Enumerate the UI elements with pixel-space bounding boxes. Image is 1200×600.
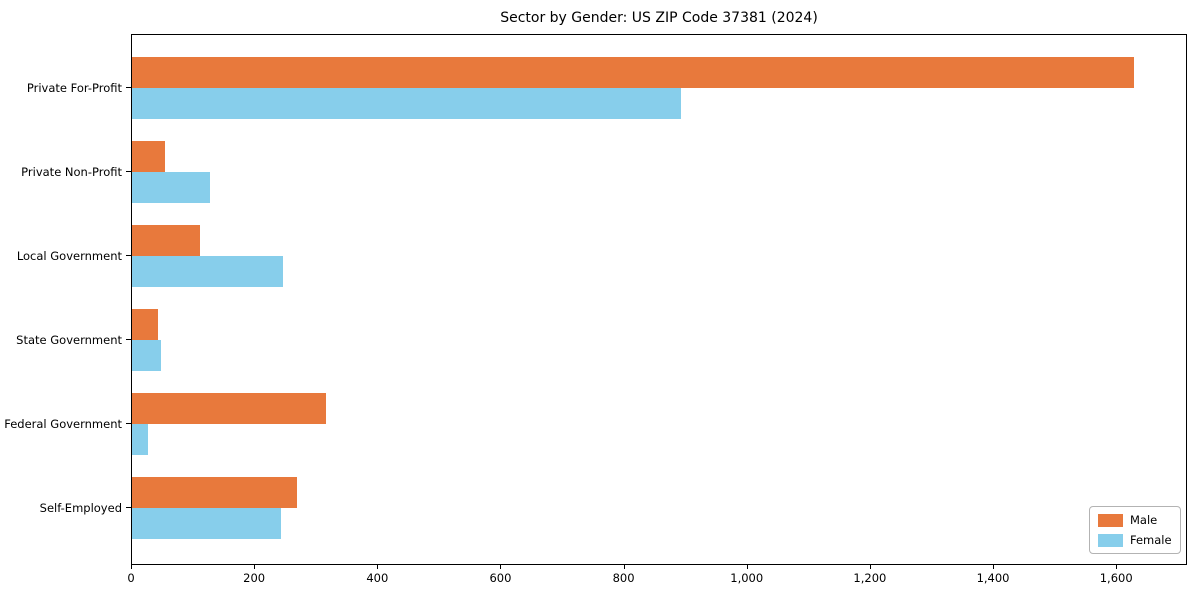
x-tick-label-800: 800 xyxy=(612,571,635,585)
bar-female-private-non-profit xyxy=(132,172,211,203)
plot-area xyxy=(131,34,1187,565)
legend-swatch-female xyxy=(1098,533,1123,547)
x-tick-mark xyxy=(131,565,132,569)
x-tick-label-200: 200 xyxy=(243,571,266,585)
y-tick-mark xyxy=(126,171,131,172)
y-tick-mark xyxy=(126,423,131,424)
x-axis: 0 200 400 600 800 1,000 1,200 1,400 1,600 xyxy=(127,565,1187,595)
x-tick-label-0: 0 xyxy=(127,571,135,585)
x-tick-label-400: 400 xyxy=(366,571,389,585)
y-tick-mark xyxy=(126,87,131,88)
bar-male-self-employed xyxy=(132,477,298,508)
bar-female-local-government xyxy=(132,256,283,287)
bar-male-private-non-profit xyxy=(132,141,166,172)
x-tick-label-600: 600 xyxy=(489,571,512,585)
y-tick-mark xyxy=(126,339,131,340)
x-tick-mark xyxy=(500,565,502,569)
bar-female-private-for-profit xyxy=(132,88,682,119)
legend-label-female: Female xyxy=(1130,533,1172,547)
bar-male-federal-government xyxy=(132,393,326,424)
x-tick-mark xyxy=(254,565,256,569)
chart-title: Sector by Gender: US ZIP Code 37381 (202… xyxy=(500,10,818,26)
bar-male-private-for-profit xyxy=(132,57,1135,88)
legend-item-male: Male xyxy=(1098,513,1172,527)
category-label-self-employed: Self-Employed xyxy=(39,501,122,515)
y-axis-category-labels: Private For-Profit Private Non-Profit Loca… xyxy=(0,34,122,565)
legend-label-male: Male xyxy=(1130,513,1158,527)
x-tick-mark xyxy=(377,565,379,569)
y-tick-mark xyxy=(126,507,131,508)
x-tick-label-1200: 1,200 xyxy=(853,571,887,585)
category-label-local-government: Local Government xyxy=(16,249,122,263)
x-tick-label-1400: 1,400 xyxy=(976,571,1010,585)
bar-male-state-government xyxy=(132,309,159,340)
bar-female-self-employed xyxy=(132,508,281,539)
category-label-private-non-profit: Private Non-Profit xyxy=(21,165,122,179)
legend: Male Female xyxy=(1089,506,1181,554)
x-tick-label-1600: 1,600 xyxy=(1099,571,1133,585)
x-tick-mark xyxy=(746,565,748,569)
legend-swatch-male xyxy=(1098,513,1123,527)
category-label-federal-government: Federal Government xyxy=(4,417,122,431)
bar-male-local-government xyxy=(132,225,200,256)
category-label-private-for-profit: Private For-Profit xyxy=(26,81,122,95)
y-tick-mark xyxy=(126,255,131,256)
bar-female-federal-government xyxy=(132,424,148,455)
x-tick-mark xyxy=(869,565,871,569)
category-label-state-government: State Government xyxy=(16,333,122,347)
bar-female-state-government xyxy=(132,340,162,371)
x-tick-mark xyxy=(1116,565,1118,569)
x-tick-mark xyxy=(993,565,995,569)
legend-item-female: Female xyxy=(1098,533,1172,547)
x-tick-label-1000: 1,000 xyxy=(730,571,764,585)
x-tick-mark xyxy=(623,565,625,569)
